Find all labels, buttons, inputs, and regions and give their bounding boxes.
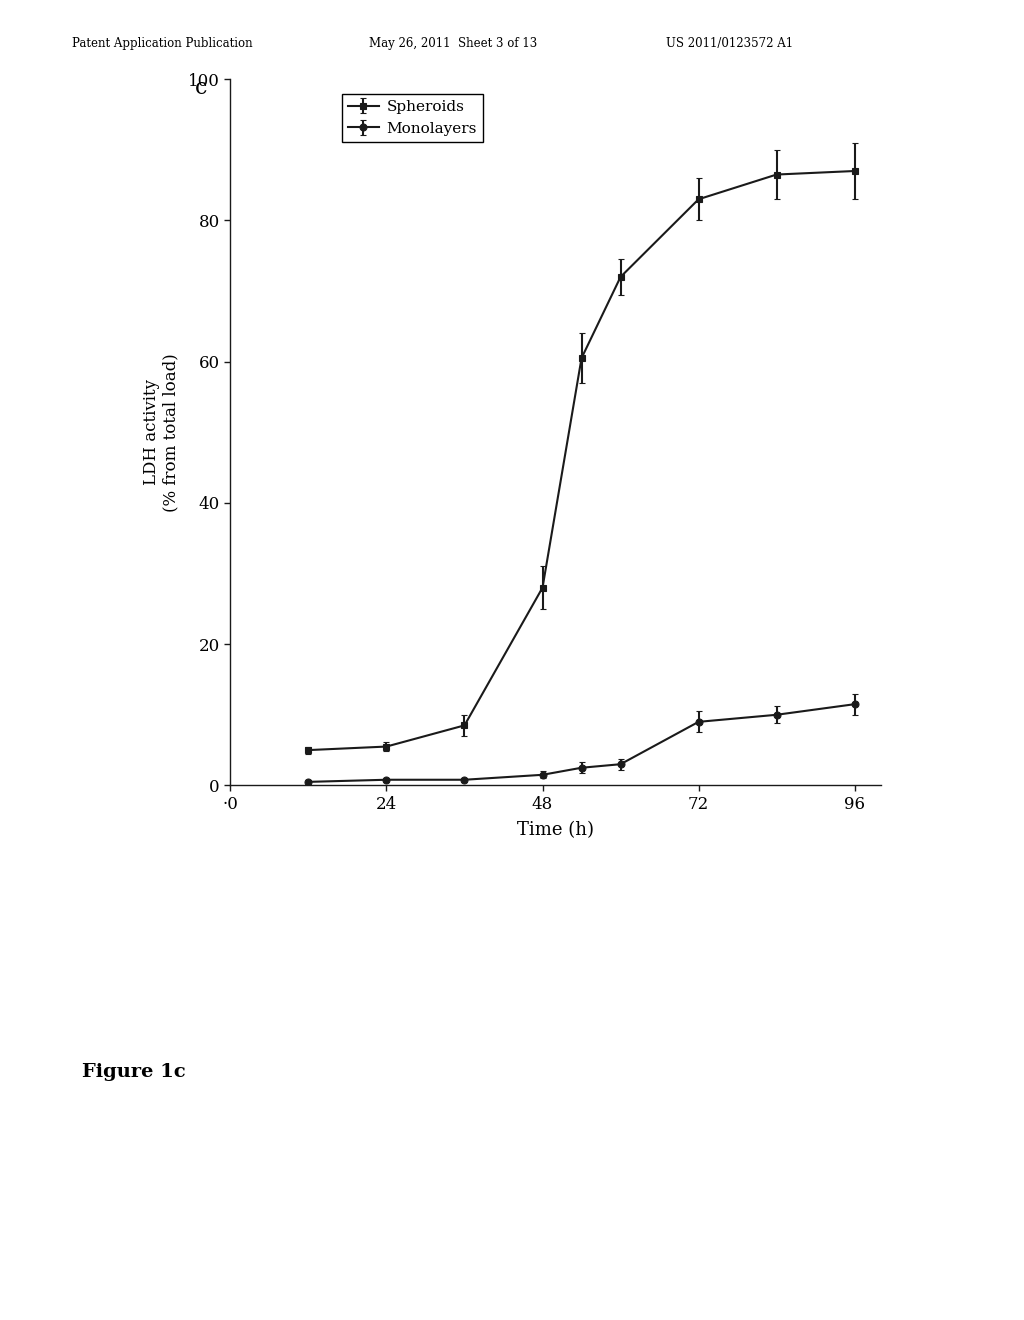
Legend: Spheroids, Monolayers: Spheroids, Monolayers — [342, 94, 483, 141]
Text: Figure 1c: Figure 1c — [82, 1063, 185, 1081]
X-axis label: Time (h): Time (h) — [517, 821, 594, 840]
Text: Patent Application Publication: Patent Application Publication — [72, 37, 252, 50]
Text: May 26, 2011  Sheet 3 of 13: May 26, 2011 Sheet 3 of 13 — [369, 37, 537, 50]
Text: US 2011/0123572 A1: US 2011/0123572 A1 — [666, 37, 793, 50]
Text: c: c — [195, 77, 207, 99]
Y-axis label: LDH activity
(% from total load): LDH activity (% from total load) — [143, 352, 180, 512]
